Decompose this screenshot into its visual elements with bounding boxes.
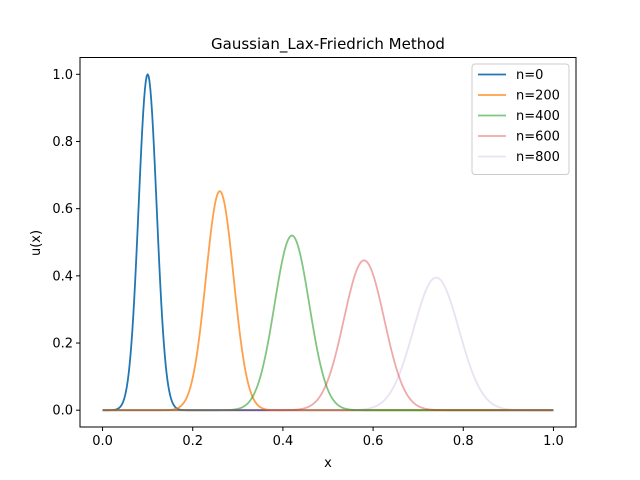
legend-label-1: n=200 <box>516 89 560 104</box>
series-line-4 <box>102 276 554 412</box>
legend: n=0 n=200 n=400 n=600 n=800 <box>471 63 570 175</box>
x-tick-label: 0.0 <box>92 434 113 449</box>
legend-label-4: n=800 <box>516 150 560 165</box>
legend-label-2: n=400 <box>516 109 560 124</box>
legend-label-0: n=0 <box>516 68 543 83</box>
x-tick-label: 0.2 <box>182 434 203 449</box>
legend-box <box>471 63 570 175</box>
x-tick-label: 1.0 <box>543 434 564 449</box>
axes-frame <box>79 57 577 428</box>
legend-label-3: n=600 <box>516 130 560 145</box>
y-axis: 0.0 0.2 0.4 0.6 0.8 1.0 <box>52 68 80 419</box>
x-axis: 0.0 0.2 0.4 0.6 0.8 1.0 <box>92 427 564 449</box>
y-tick-label: 1.0 <box>52 68 73 83</box>
y-tick-label: 0.6 <box>52 202 73 217</box>
chart-title: Gaussian_Lax-Friedrich Method <box>211 35 445 54</box>
y-tick-label: 0.4 <box>52 269 73 284</box>
x-axis-title: x <box>324 456 332 471</box>
plot-area <box>102 73 554 412</box>
y-tick-label: 0.8 <box>52 135 73 150</box>
series-line-2 <box>102 234 554 412</box>
y-axis-title: u(x) <box>29 230 44 256</box>
y-tick-label: 0.2 <box>52 337 73 352</box>
x-tick-label: 0.6 <box>363 434 384 449</box>
x-tick-label: 0.8 <box>453 434 474 449</box>
series-line-3 <box>102 259 554 412</box>
y-tick-label: 0.0 <box>52 404 73 419</box>
x-tick-label: 0.4 <box>273 434 294 449</box>
